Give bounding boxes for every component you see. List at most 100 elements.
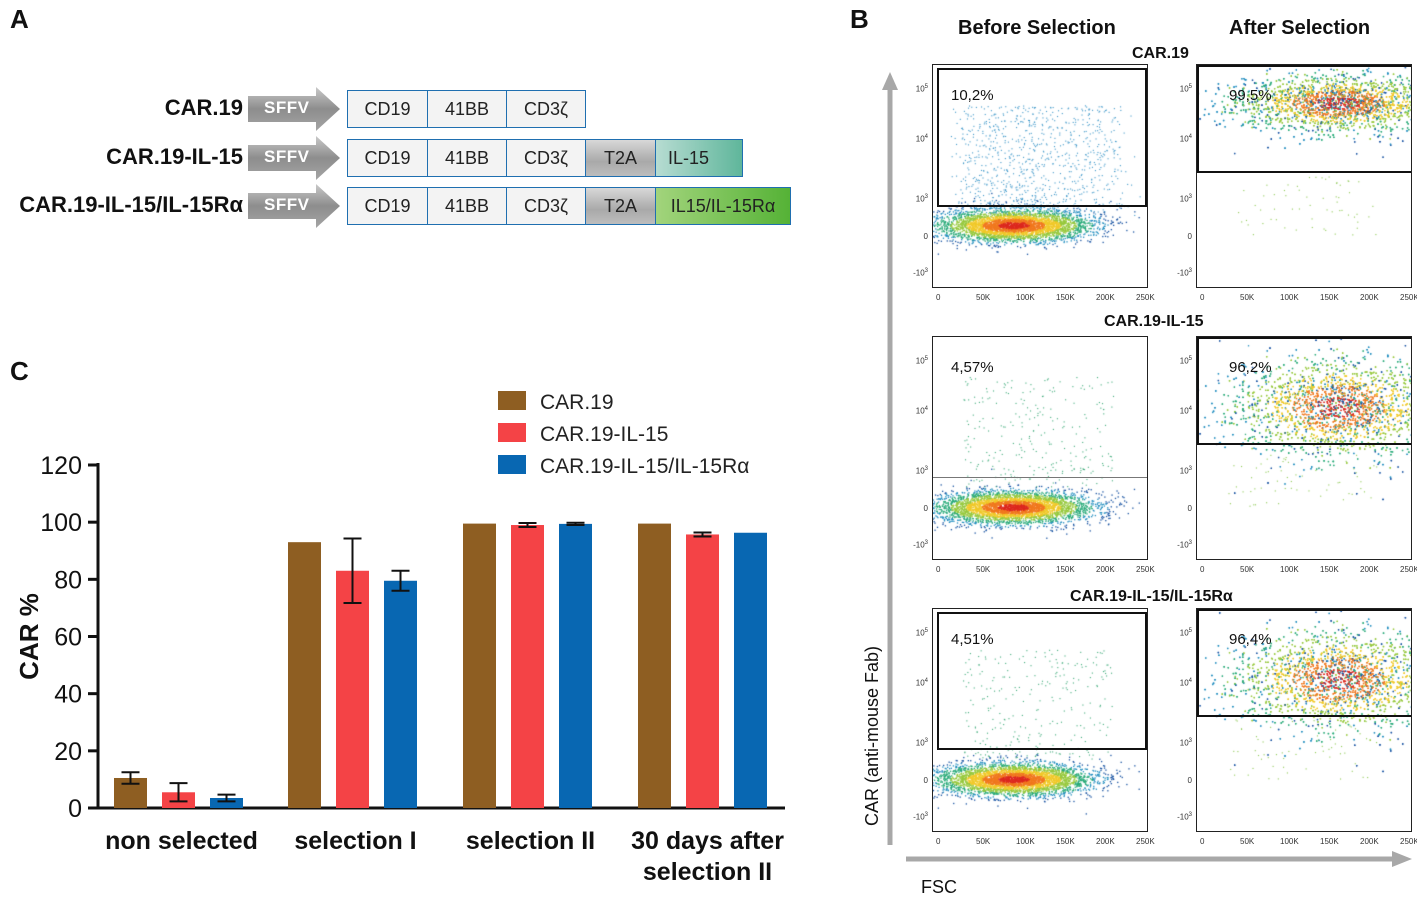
flow-x-tick-label: 50K	[976, 565, 991, 574]
bar-chart: 0 20 40 60 80 100 120 CAR % non selected selectio…	[14, 391, 785, 886]
flow-y-tick-exponent: 3	[924, 738, 928, 744]
legend-swatch	[498, 391, 526, 410]
bar-0-2	[210, 797, 243, 808]
flow-plot-after: 96,2%	[1196, 336, 1412, 560]
flow-y-tick-base: 0	[923, 776, 928, 785]
construct-segment: 41BB	[427, 139, 507, 177]
flow-x-tick-label: 0	[1200, 837, 1205, 846]
flow-x-tick-label: 250K	[1136, 837, 1155, 846]
gate-percentage: 96,2%	[1229, 359, 1272, 376]
construct-segment: 41BB	[427, 90, 507, 128]
construct-segment: T2A	[585, 187, 656, 225]
construct-row: CAR.19-IL-15/IL-15Rα SFFV CD19 41BB CD3ζ T2A I…	[0, 184, 800, 228]
flow-y-tick-exponent: 4	[924, 406, 928, 412]
flow-y-tick-exponent: 4	[1188, 406, 1192, 412]
flow-x-tick-label: 0	[1200, 565, 1205, 574]
flow-y-tick-base: -10	[913, 540, 925, 550]
panel-label-a: A	[10, 4, 29, 34]
flow-y-tick-label: -103	[1168, 268, 1192, 278]
construct-segment: CD19	[347, 90, 428, 128]
panel-label-b: B	[850, 4, 869, 34]
flow-x-tick-label: 250K	[1136, 565, 1155, 574]
flow-y-tick-exponent: 3	[1188, 194, 1192, 200]
bar-2-1	[511, 525, 544, 808]
flow-y-tick-label: 103	[904, 466, 928, 476]
flow-x-tick-label: 150K	[1056, 837, 1075, 846]
flow-y-tick-exponent: 4	[1188, 678, 1192, 684]
sffv-label: SFFV	[264, 147, 310, 166]
flow-y-tick-label: 103	[904, 738, 928, 748]
flow-x-tick-label: 50K	[976, 837, 991, 846]
flow-x-tick-label: 50K	[1240, 565, 1255, 574]
flow-x-tick-label: 200K	[1096, 565, 1115, 574]
bar-1-2	[384, 580, 417, 808]
bar-1-0	[288, 542, 321, 808]
flow-x-tick-label: 100K	[1016, 837, 1035, 846]
flow-x-tick-label: 250K	[1400, 837, 1417, 846]
x-category-label: non selected	[105, 827, 258, 855]
flow-y-tick-label: 0	[904, 776, 928, 785]
flow-y-tick-base: 10	[915, 406, 925, 416]
flow-y-tick-exponent: 3	[924, 812, 928, 818]
flow-y-tick-base: 10	[915, 466, 925, 476]
y-axis-arrow	[882, 72, 898, 845]
x-category-label-line2: selection II	[643, 858, 772, 886]
flow-y-tick-exponent: 5	[1188, 356, 1192, 362]
flow-y-tick-exponent: 5	[1188, 628, 1192, 634]
flow-y-tick-base: -10	[1177, 812, 1189, 822]
flow-y-tick-exponent: 5	[924, 628, 928, 634]
gate-rectangle	[1197, 65, 1411, 173]
flow-y-tick-exponent: 3	[1188, 540, 1192, 546]
flow-y-tick-exponent: 5	[924, 84, 928, 90]
flow-y-tick-base: 10	[1179, 628, 1189, 638]
flow-row-title: CAR.19	[1132, 45, 1189, 62]
bar-3-1	[686, 534, 719, 808]
flow-plot-after: 99,5%	[1196, 64, 1412, 288]
flow-x-tick-label: 0	[936, 565, 941, 574]
flow-x-tick-label: 0	[1200, 293, 1205, 302]
y-tick-label: 0	[68, 795, 82, 823]
flow-row-title: CAR.19-IL-15	[1104, 313, 1204, 330]
sffv-promoter-arrow	[248, 87, 340, 131]
flow-y-tick-base: -10	[913, 268, 925, 278]
gate-percentage: 4,57%	[951, 359, 994, 376]
construct-segment: CD3ζ	[506, 90, 586, 128]
bar-2-2	[559, 523, 592, 808]
construct-segment: CD3ζ	[506, 187, 586, 225]
y-tick-label: 100	[40, 509, 82, 537]
flow-y-tick-base: 10	[915, 678, 925, 688]
flow-x-tick-label: 200K	[1360, 293, 1379, 302]
flow-y-tick-base: -10	[913, 812, 925, 822]
flow-y-tick-base: 10	[1179, 678, 1189, 688]
flow-y-tick-exponent: 3	[924, 194, 928, 200]
flow-plot-after: 96,4%	[1196, 608, 1412, 832]
x-category-label: selection I	[294, 827, 416, 855]
construct-name: CAR.19-IL-15/IL-15Rα	[19, 192, 243, 217]
flow-scatter-canvas	[1197, 65, 1411, 287]
gate-percentage: 99,5%	[1229, 87, 1272, 104]
flow-plot-before: 4,51%	[932, 608, 1148, 832]
flow-y-tick-label: 104	[904, 678, 928, 688]
gate-rectangle	[937, 612, 1147, 750]
legend-swatch	[498, 455, 526, 474]
bar-3-2	[734, 532, 767, 808]
flow-y-tick-label: -103	[904, 268, 928, 278]
flow-y-tick-base: 10	[915, 134, 925, 144]
flow-x-tick-label: 150K	[1320, 565, 1339, 574]
flow-y-tick-label: 105	[904, 356, 928, 366]
flow-y-tick-label: 103	[1168, 466, 1192, 476]
flow-x-tick-label: 50K	[1240, 293, 1255, 302]
flow-x-axis-label: FSC	[921, 877, 957, 897]
flow-y-tick-base: 10	[1179, 356, 1189, 366]
flow-y-tick-label: -103	[904, 540, 928, 550]
flow-y-tick-exponent: 3	[1188, 738, 1192, 744]
gate-rectangle	[1197, 609, 1411, 717]
legend-swatch	[498, 423, 526, 442]
flow-scatter-canvas	[933, 609, 1147, 831]
flow-x-tick-label: 0	[936, 293, 941, 302]
panel-label-c: C	[10, 356, 29, 386]
construct-segment: 41BB	[427, 187, 507, 225]
flow-y-tick-base: 0	[1187, 232, 1192, 241]
flow-y-axis-label: CAR (anti-mouse Fab)	[862, 645, 882, 826]
construct-name: CAR.19-IL-15	[106, 144, 243, 169]
